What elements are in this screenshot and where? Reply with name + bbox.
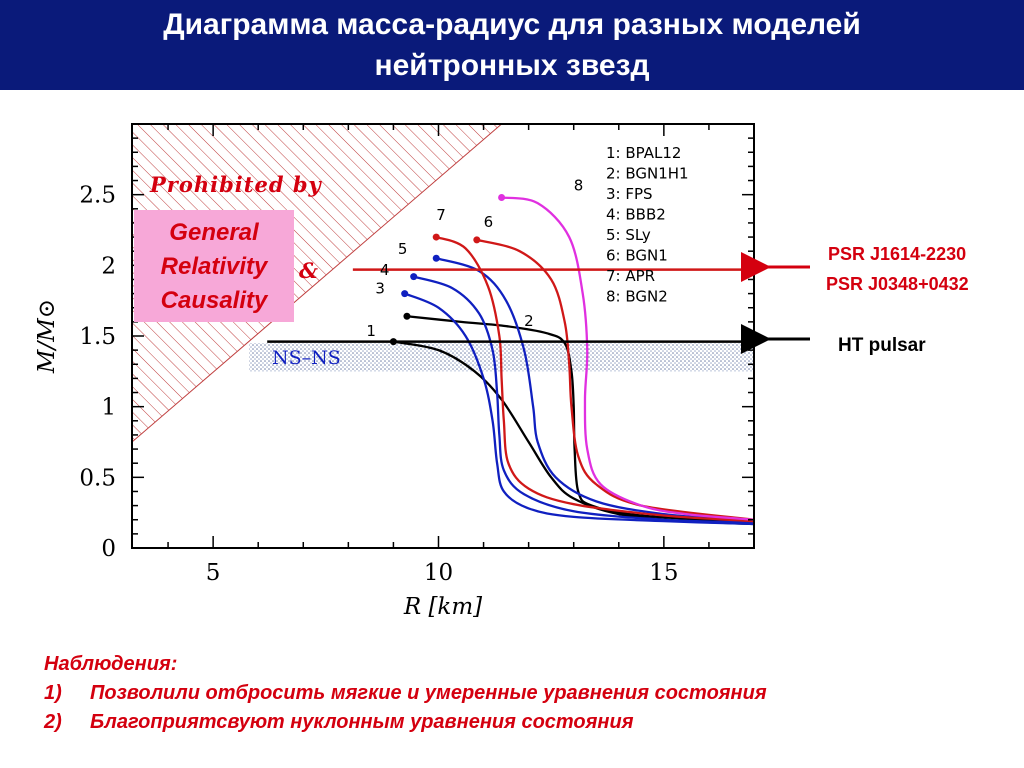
legend-entry-6: 6: BGN1 <box>606 247 668 265</box>
eos-curve-sly <box>435 257 754 523</box>
max-mass-point-bgn2 <box>498 193 506 201</box>
eos-curve-bgn1 <box>476 238 754 521</box>
legend-entry-1: 1: BPAL12 <box>606 144 681 162</box>
legend-entry-4: 4: BBB2 <box>606 206 666 224</box>
y-tick-label: 1 <box>101 395 116 421</box>
y-axis-label: M/M⊙ <box>34 299 60 374</box>
psr-label-1: PSR J1614-2230 <box>828 244 967 264</box>
legend: 1: BPAL12 2: BGN1H1 3: FPS 4: BBB2 5: SLy 6: … <box>606 144 689 306</box>
gr-amp-label: & <box>299 258 318 283</box>
curve-label-3: 3 <box>375 280 385 298</box>
y-tick-label: 1.5 <box>79 324 116 350</box>
y-tick-label: 2 <box>101 253 116 279</box>
curve-label-8: 8 <box>574 176 584 194</box>
observation-num: 2) <box>44 711 62 733</box>
legend-entry-5: 5: SLy <box>606 226 651 244</box>
max-mass-point-sly <box>432 254 440 262</box>
eos-curve-apr <box>435 235 754 523</box>
gr-line-1: General <box>169 219 259 246</box>
curve-label-6: 6 <box>484 213 494 231</box>
x-tick-label: 10 <box>424 560 453 586</box>
legend-entry-3: 3: FPS <box>606 185 653 203</box>
eos-curves <box>389 193 754 526</box>
y-tick-label: 2.5 <box>79 183 116 209</box>
observation-text: Благоприятсвуют нуклонным уравнения сост… <box>90 711 634 733</box>
curve-label-4: 4 <box>380 261 390 279</box>
gr-causality-box: General Relativity Causality <box>134 210 294 322</box>
observation-item-1: 1) Позволили отбросить мягкие и умеренные… <box>44 679 767 708</box>
observations: Наблюдения: 1) Позволили отбросить мягкие… <box>44 650 767 737</box>
eos-curve-bbb2 <box>413 275 754 524</box>
legend-entry-2: 2: BGN1H1 <box>606 165 689 183</box>
gr-line-2: Relativity <box>160 253 268 280</box>
x-axis-label: R [km] <box>403 594 482 620</box>
max-mass-point-apr <box>432 233 440 241</box>
ns-ns-label: NS–NS <box>272 347 341 369</box>
curve-label-2: 2 <box>524 312 534 330</box>
ht-pulsar-label: HT pulsar <box>838 335 926 356</box>
y-tick-label: 0 <box>101 536 116 562</box>
observation-num: 1) <box>44 682 62 704</box>
observation-text: Позволили отбросить мягкие и умеренные у… <box>90 682 767 704</box>
title-bar: Диаграмма масса-радиус для разных моделе… <box>0 0 1024 90</box>
observation-item-2: 2) Благоприятсвуют нуклонным уравнения со… <box>44 708 767 737</box>
prohibited-label: Prohibited by <box>149 172 323 197</box>
x-tick-label: 15 <box>649 560 678 586</box>
curve-label-7: 7 <box>436 206 446 224</box>
curve-label-1: 1 <box>366 322 376 340</box>
eos-curve-fps <box>404 292 754 526</box>
max-mass-point-bgn1h1 <box>403 312 411 320</box>
y-tick-label: 0.5 <box>79 465 116 491</box>
page-title: Диаграмма масса-радиус для разных моделе… <box>0 4 1024 86</box>
eos-curve-bgn2 <box>501 196 754 521</box>
max-mass-point-bgn1 <box>473 236 481 244</box>
legend-entry-7: 7: APR <box>606 267 655 285</box>
max-mass-point-bbb2 <box>410 273 418 281</box>
page-title-line-1: Диаграмма масса-радиус для разных моделе… <box>163 8 861 41</box>
gr-line-3: Causality <box>160 287 268 314</box>
observations-heading: Наблюдения: <box>44 653 178 675</box>
max-mass-point-fps <box>401 290 409 298</box>
psr-label-2: PSR J0348+0432 <box>826 274 969 294</box>
legend-entry-8: 8: BGN2 <box>606 288 668 306</box>
page-title-line-2: нейтронных звезд <box>374 49 650 82</box>
x-tick-label: 5 <box>206 560 221 586</box>
curve-label-5: 5 <box>398 240 408 258</box>
prohibited-region <box>132 124 503 443</box>
